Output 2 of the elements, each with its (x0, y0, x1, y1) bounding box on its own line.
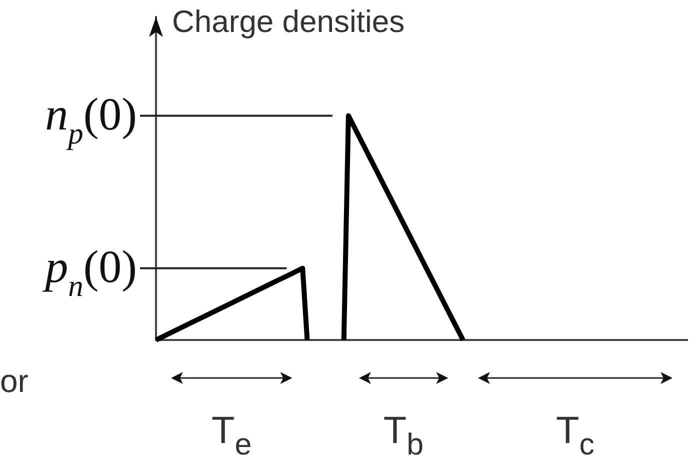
text: or (0, 363, 29, 399)
y-axis-title: Charge densities (172, 4, 405, 39)
